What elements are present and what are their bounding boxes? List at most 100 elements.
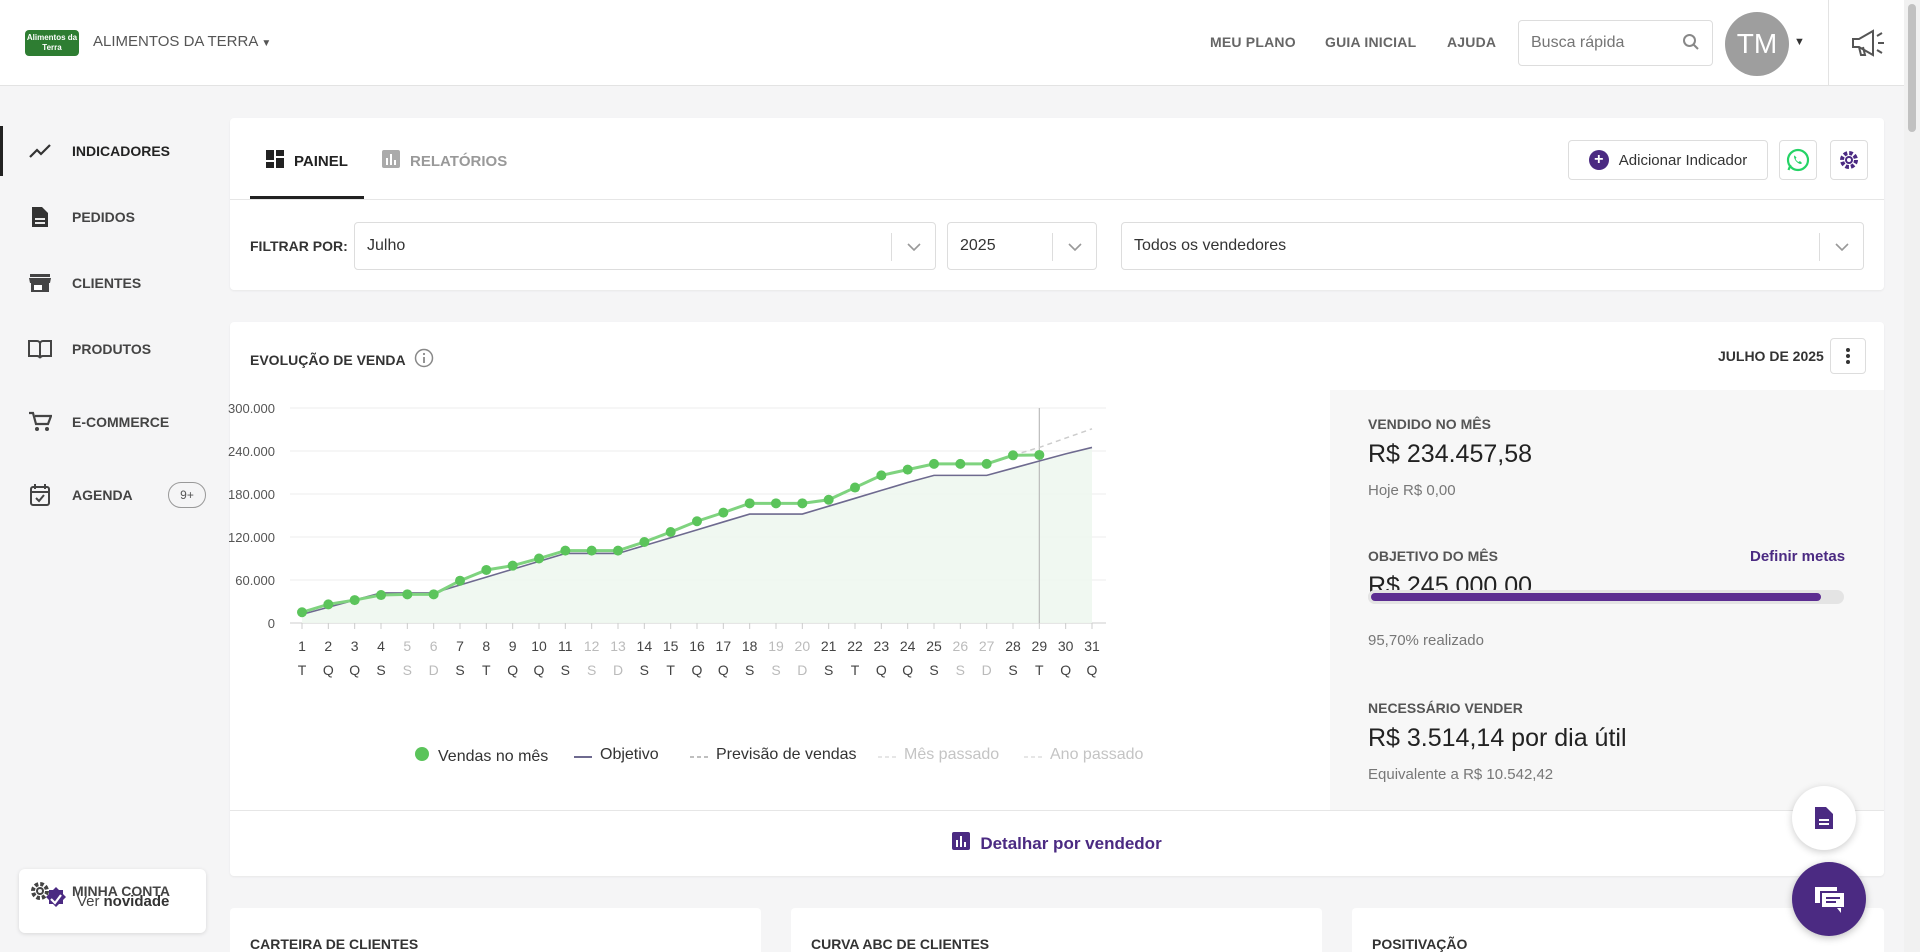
company-switcher[interactable]: ALIMENTOS DA TERRA ▼ — [93, 33, 271, 50]
x-weekday-label: D — [982, 662, 992, 678]
sales-point — [481, 564, 492, 575]
tab-label: RELATÓRIOS — [410, 152, 508, 170]
plus-circle-icon: + — [1588, 150, 1609, 170]
sales-point — [297, 607, 307, 618]
detail-by-seller-button[interactable]: Detalhar por vendedor — [230, 810, 1884, 876]
chat-icon — [1815, 887, 1845, 913]
legend-dash-icon — [878, 746, 896, 764]
sales-point — [560, 545, 571, 556]
sales-point — [823, 494, 834, 505]
announcements-button[interactable] — [1828, 0, 1904, 86]
x-weekday-label: S — [455, 662, 464, 678]
link-guia-inicial[interactable]: GUIA INICIAL — [1325, 34, 1417, 50]
x-tick-label: 6 — [430, 638, 438, 654]
tab-painel[interactable]: PAINEL — [266, 150, 348, 172]
sidebar-item-ecommerce[interactable]: E-COMMERCE — [0, 397, 220, 447]
x-weekday-label: T — [298, 662, 307, 678]
x-weekday-label: S — [403, 662, 412, 678]
y-tick-label: 0 — [268, 616, 275, 631]
card-title: CARTEIRA DE CLIENTES — [250, 936, 419, 952]
goal-progress-text: 95,70% realizado — [1368, 632, 1484, 649]
legend-item-forecast[interactable]: Previsão de vendas — [690, 746, 857, 764]
x-tick-label: 22 — [847, 638, 863, 654]
chat-fab[interactable] — [1792, 862, 1866, 936]
sidebar-item-agenda[interactable]: AGENDA 9+ — [0, 470, 220, 520]
x-weekday-label: S — [956, 662, 965, 678]
sidebar: INDICADORES PEDIDOS CLIENTES PRODUTOS E-… — [0, 86, 220, 952]
legend-label: Vendas no mês — [438, 747, 549, 765]
x-tick-label: 31 — [1084, 638, 1100, 654]
scrollbar-thumb[interactable] — [1908, 4, 1916, 132]
sidebar-item-clientes[interactable]: CLIENTES — [0, 258, 220, 308]
x-weekday-label: S — [561, 662, 570, 678]
settings-button[interactable] — [1830, 140, 1868, 180]
info-icon[interactable] — [414, 348, 434, 371]
document-icon — [1815, 807, 1833, 829]
x-tick-label: 21 — [821, 638, 837, 654]
legend-item-sales[interactable]: Vendas no mês — [414, 746, 548, 767]
link-meu-plano[interactable]: MEU PLANO — [1210, 34, 1296, 50]
megaphone-icon — [1852, 29, 1884, 57]
legend-item-last-year[interactable]: Ano passado — [1024, 746, 1143, 764]
user-avatar[interactable]: TM — [1725, 12, 1789, 76]
sidebar-item-label: E-COMMERCE — [72, 414, 170, 430]
x-tick-label: 16 — [689, 638, 705, 654]
x-weekday-label: S — [1008, 662, 1017, 678]
legend-label: Ano passado — [1050, 746, 1144, 763]
page-scrollbar[interactable] — [1904, 0, 1920, 952]
gear-icon — [28, 879, 52, 903]
sidebar-item-produtos[interactable]: PRODUTOS — [0, 324, 220, 374]
tab-relatorios[interactable]: RELATÓRIOS — [382, 150, 507, 172]
x-tick-label: 29 — [1032, 638, 1048, 654]
x-tick-label: 4 — [377, 638, 385, 654]
x-weekday-label: T — [482, 662, 491, 678]
sidebar-item-indicadores[interactable]: INDICADORES — [0, 126, 220, 176]
goal-progress-fill — [1368, 590, 1824, 604]
tab-label: PAINEL — [294, 152, 348, 170]
company-logo[interactable]: Alimentos da Terra — [25, 30, 79, 56]
year-select[interactable]: 2025 — [947, 222, 1097, 270]
y-tick-label: 60.000 — [235, 573, 275, 588]
goal-area — [302, 447, 1092, 623]
add-indicator-button[interactable]: + Adicionar Indicador — [1568, 140, 1768, 180]
avatar-caret-icon[interactable]: ▼ — [1794, 36, 1805, 48]
ver-novidade-button[interactable]: Ver novidade — [19, 869, 206, 933]
new-order-fab[interactable] — [1792, 786, 1856, 850]
x-weekday-label: Q — [507, 662, 518, 678]
x-tick-label: 28 — [1005, 638, 1021, 654]
sales-point — [613, 545, 623, 556]
chart-menu-button[interactable] — [1830, 338, 1866, 374]
sales-point — [428, 589, 439, 600]
x-weekday-label: Q — [534, 662, 545, 678]
x-weekday-label: D — [613, 662, 623, 678]
gear-icon — [1840, 151, 1858, 169]
x-tick-label: 17 — [716, 638, 732, 654]
seller-select[interactable]: Todos os vendedores — [1121, 222, 1864, 270]
active-tab-indicator — [250, 196, 364, 199]
legend-label: Mês passado — [904, 746, 1000, 763]
y-tick-label: 240.000 — [228, 444, 275, 459]
whatsapp-button[interactable] — [1779, 140, 1817, 180]
month-select[interactable]: Julho — [354, 222, 936, 270]
x-weekday-label: Q — [692, 662, 703, 678]
forecast-line — [1012, 428, 1093, 457]
legend-item-goal[interactable]: Objetivo — [574, 746, 659, 764]
link-ajuda[interactable]: AJUDA — [1447, 34, 1497, 50]
x-weekday-label: Q — [1060, 662, 1071, 678]
sales-point — [455, 575, 465, 586]
sidebar-item-minha-conta[interactable]: MINHA CONTA — [0, 866, 220, 916]
sidebar-item-pedidos[interactable]: PEDIDOS — [0, 192, 220, 242]
x-tick-label: 26 — [953, 638, 969, 654]
x-tick-label: 2 — [324, 638, 332, 654]
bar-chart-icon — [952, 832, 971, 855]
search-icon[interactable] — [1682, 33, 1700, 56]
define-goals-link[interactable]: Definir metas — [1750, 548, 1846, 565]
legend-item-last-month[interactable]: Mês passado — [878, 746, 999, 764]
search-input[interactable] — [1519, 21, 1669, 65]
x-weekday-label: S — [745, 662, 754, 678]
chart-panel-title: EVOLUÇÃO DE VENDA — [250, 348, 434, 371]
x-weekday-label: Q — [349, 662, 360, 678]
bar-chart-icon — [382, 150, 400, 172]
sales-point — [1008, 450, 1018, 461]
sales-point — [586, 545, 597, 556]
